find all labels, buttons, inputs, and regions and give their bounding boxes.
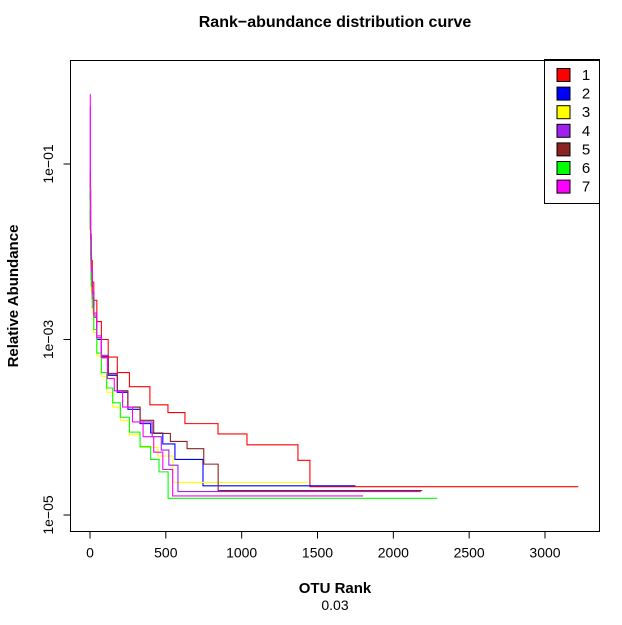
legend-swatch-1	[556, 68, 571, 82]
x-axis-subtitle: 0.03	[321, 597, 348, 613]
legend-label-4: 4	[582, 123, 590, 140]
legend-label-7: 7	[582, 179, 590, 196]
y-tick-label: 1e−01	[40, 144, 56, 184]
x-axis-title: OTU Rank	[299, 580, 372, 597]
legend-swatch-5	[556, 142, 571, 157]
x-tick-label: 2000	[378, 545, 409, 561]
y-tick-label: 1e−05	[40, 495, 56, 535]
series-line-6	[89, 186, 438, 499]
plot-frame	[70, 60, 600, 532]
legend-swatch-7	[556, 179, 571, 194]
series-line-1	[89, 171, 579, 488]
legend-label-1: 1	[582, 67, 590, 84]
axes: 0 500 1000 1500 2000 2500 3000 1e−01 1e−03 1e−05	[40, 144, 561, 560]
x-tick-label: 2500	[454, 545, 485, 561]
legend-swatch-4	[556, 123, 571, 138]
x-tick-label: 1000	[226, 545, 257, 561]
series-line-3	[89, 198, 307, 483]
series-line-7	[89, 93, 363, 497]
legend-label-3: 3	[582, 104, 590, 121]
legend-label-5: 5	[582, 141, 590, 158]
legend-swatch-6	[556, 161, 571, 175]
x-tick-label: 1500	[302, 545, 333, 561]
x-tick-label: 3000	[529, 545, 560, 561]
y-tick-label: 1e−03	[40, 320, 56, 360]
x-tick-label: 0	[86, 545, 94, 561]
legend-swatch-3	[556, 105, 571, 120]
y-axis-title: Relative Abundance	[5, 225, 22, 368]
series-line-5	[89, 209, 423, 492]
legend-label-6: 6	[582, 160, 590, 177]
x-tick-label: 500	[154, 545, 178, 561]
chart-title: Rank−abundance distribution curve	[199, 14, 472, 31]
legend-box	[544, 59, 600, 204]
series-line-2	[89, 189, 356, 487]
series-lines	[89, 93, 579, 499]
legend-label-2: 2	[582, 86, 590, 103]
legend-swatch-2	[556, 86, 571, 101]
